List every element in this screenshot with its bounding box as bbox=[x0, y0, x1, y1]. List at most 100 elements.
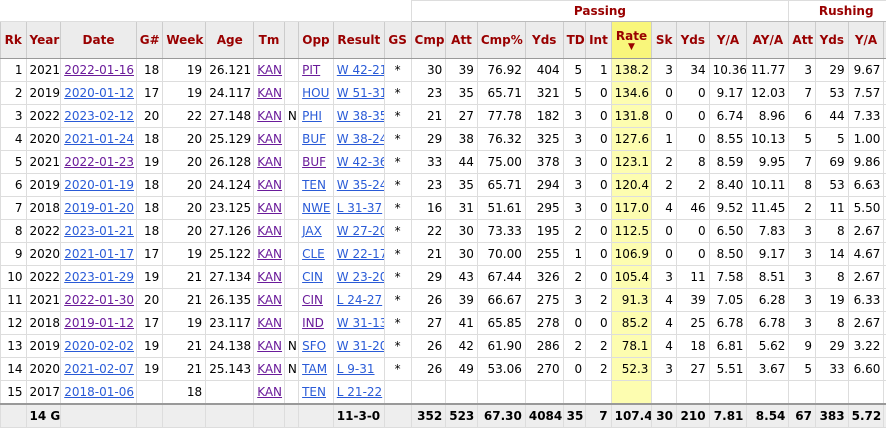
col-header-rush-att[interactable]: Att bbox=[789, 22, 816, 59]
result-link[interactable]: W 42-36 bbox=[337, 155, 385, 169]
result-link[interactable]: L 31-37 bbox=[337, 201, 382, 215]
opponent-link[interactable]: HOU bbox=[302, 86, 329, 100]
result-link[interactable]: W 35-24 bbox=[337, 178, 385, 192]
col-header-team[interactable]: Tm bbox=[254, 22, 285, 59]
opponent-link[interactable]: CLE bbox=[302, 247, 325, 261]
col-header-rush-yds[interactable]: Yds bbox=[815, 22, 848, 59]
date-link[interactable]: 2021-02-07 bbox=[64, 362, 134, 376]
cell-rk: 11 bbox=[1, 289, 27, 312]
col-header-year[interactable]: Year bbox=[26, 22, 61, 59]
date-link[interactable]: 2018-01-06 bbox=[64, 385, 134, 399]
date-link[interactable]: 2022-01-23 bbox=[64, 155, 134, 169]
team-link[interactable]: KAN bbox=[257, 86, 282, 100]
cell-pass-td: 5 bbox=[563, 59, 585, 82]
team-link[interactable]: KAN bbox=[257, 63, 282, 77]
col-header-date[interactable]: Date bbox=[61, 22, 137, 59]
date-link[interactable]: 2021-01-24 bbox=[64, 132, 134, 146]
date-link[interactable]: 2022-01-16 bbox=[64, 63, 134, 77]
team-link[interactable]: KAN bbox=[257, 201, 282, 215]
date-link[interactable]: 2023-02-12 bbox=[64, 109, 134, 123]
date-link[interactable]: 2020-01-12 bbox=[64, 86, 134, 100]
date-link[interactable]: 2023-01-21 bbox=[64, 224, 134, 238]
col-header-pass-aya[interactable]: AY/A bbox=[747, 22, 789, 59]
cell-result: 11-3-0 bbox=[333, 404, 384, 428]
date-link[interactable]: 2019-01-12 bbox=[64, 316, 134, 330]
col-header-age[interactable]: Age bbox=[206, 22, 254, 59]
opponent-link[interactable]: PHI bbox=[302, 109, 322, 123]
col-header-games-started[interactable]: GS bbox=[384, 22, 411, 59]
date-link[interactable]: 2023-01-29 bbox=[64, 270, 134, 284]
col-header-sack-yds[interactable]: Yds bbox=[676, 22, 709, 59]
col-header-game-num[interactable]: G# bbox=[136, 22, 163, 59]
col-header-result[interactable]: Result bbox=[333, 22, 384, 59]
team-link[interactable]: KAN bbox=[257, 339, 282, 353]
result-link[interactable]: W 27-20 bbox=[337, 224, 385, 238]
col-header-pass-att[interactable]: Att bbox=[446, 22, 478, 59]
date-link[interactable]: 2022-01-30 bbox=[64, 293, 134, 307]
col-header-cmp-pct[interactable]: Cmp% bbox=[477, 22, 525, 59]
result-link[interactable]: W 51-31 bbox=[337, 86, 385, 100]
result-link[interactable]: W 38-35 bbox=[337, 109, 385, 123]
cell-pass-cmp: 22 bbox=[411, 220, 446, 243]
date-link[interactable]: 2020-02-02 bbox=[64, 339, 134, 353]
opponent-link[interactable]: CIN bbox=[302, 270, 323, 284]
cell-pass-td: 3 bbox=[563, 151, 585, 174]
team-link[interactable]: KAN bbox=[257, 316, 282, 330]
team-link[interactable]: KAN bbox=[257, 109, 282, 123]
cell-sacks: 4 bbox=[652, 197, 677, 220]
cell-team: KAN bbox=[254, 82, 285, 105]
cell-cmp-pct: 67.44 bbox=[477, 266, 525, 289]
result-link[interactable]: W 38-24 bbox=[337, 132, 385, 146]
team-link[interactable]: KAN bbox=[257, 385, 282, 399]
opponent-link[interactable]: TEN bbox=[302, 385, 326, 399]
opponent-link[interactable]: NWE bbox=[302, 201, 330, 215]
team-link[interactable]: KAN bbox=[257, 293, 282, 307]
result-link[interactable]: W 42-21 bbox=[337, 63, 385, 77]
opponent-link[interactable]: TEN bbox=[302, 178, 326, 192]
result-link[interactable]: W 31-20 bbox=[337, 339, 385, 353]
date-link[interactable]: 2019-01-20 bbox=[64, 201, 134, 215]
col-header-rate[interactable]: Rate▼ bbox=[611, 22, 652, 59]
cell-rate: 106.9 bbox=[611, 243, 652, 266]
cell-rk: 10 bbox=[1, 266, 27, 289]
opponent-link[interactable]: TAM bbox=[302, 362, 327, 376]
team-link[interactable]: KAN bbox=[257, 247, 282, 261]
date-link[interactable]: 2020-01-19 bbox=[64, 178, 134, 192]
date-link[interactable]: 2021-01-17 bbox=[64, 247, 134, 261]
result-link[interactable]: W 22-17 bbox=[337, 247, 385, 261]
col-header-pass-int[interactable]: Int bbox=[586, 22, 612, 59]
opponent-link[interactable]: SFO bbox=[302, 339, 326, 353]
team-link[interactable]: KAN bbox=[257, 155, 282, 169]
opponent-link[interactable]: PIT bbox=[302, 63, 320, 77]
result-link[interactable]: L 21-22 bbox=[337, 385, 382, 399]
cell-rk: 13 bbox=[1, 335, 27, 358]
result-link[interactable]: L 9-31 bbox=[337, 362, 375, 376]
cell-pass-cmp bbox=[411, 381, 446, 405]
cell-year: 2021 bbox=[26, 289, 61, 312]
team-link[interactable]: KAN bbox=[257, 362, 282, 376]
result-link[interactable]: L 24-27 bbox=[337, 293, 382, 307]
col-header-opponent[interactable]: Opp bbox=[299, 22, 334, 59]
opponent-link[interactable]: JAX bbox=[302, 224, 322, 238]
result-link[interactable]: W 31-13 bbox=[337, 316, 385, 330]
col-header-pass-cmp[interactable]: Cmp bbox=[411, 22, 446, 59]
col-header-pass-td[interactable]: TD bbox=[563, 22, 585, 59]
col-header-pass-yds[interactable]: Yds bbox=[525, 22, 563, 59]
col-header-rush-ya[interactable]: Y/A bbox=[848, 22, 884, 59]
team-link[interactable]: KAN bbox=[257, 224, 282, 238]
cell-pass-yds: 404 bbox=[525, 59, 563, 82]
team-link[interactable]: KAN bbox=[257, 270, 282, 284]
opponent-link[interactable]: BUF bbox=[302, 132, 326, 146]
result-link[interactable]: W 23-20 bbox=[337, 270, 385, 284]
col-header-pass-ya[interactable]: Y/A bbox=[709, 22, 747, 59]
col-header-rk[interactable]: Rk bbox=[1, 22, 27, 59]
cell-week: 21 bbox=[163, 335, 206, 358]
opponent-link[interactable]: BUF bbox=[302, 155, 326, 169]
opponent-link[interactable]: CIN bbox=[302, 293, 323, 307]
team-link[interactable]: KAN bbox=[257, 132, 282, 146]
cell-rk: 7 bbox=[1, 197, 27, 220]
col-header-week[interactable]: Week bbox=[163, 22, 206, 59]
team-link[interactable]: KAN bbox=[257, 178, 282, 192]
opponent-link[interactable]: IND bbox=[302, 316, 324, 330]
col-header-sacks[interactable]: Sk bbox=[652, 22, 677, 59]
